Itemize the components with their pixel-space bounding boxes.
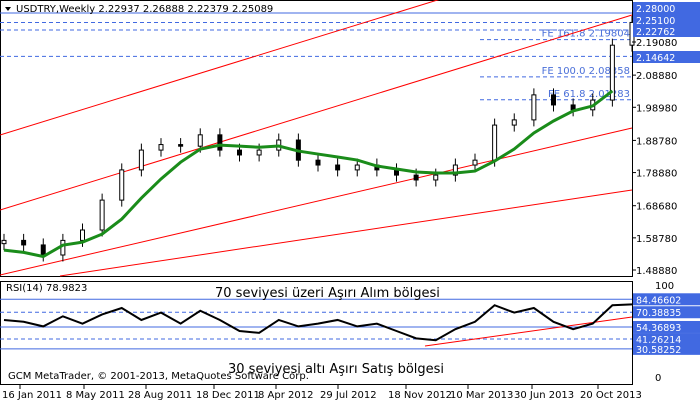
- channel-line: [0, 14, 633, 211]
- candle-body: [511, 119, 517, 126]
- candle-body: [40, 244, 46, 256]
- x-tick-label: 18 Dec 2011: [196, 390, 260, 401]
- rsi-level-label: 54.36893: [636, 323, 681, 334]
- candle-body: [531, 94, 537, 121]
- rsi-trendline: [424, 316, 633, 347]
- y-tick-label: 1.78880: [636, 169, 677, 180]
- rsi-level-label: 30.58252: [636, 345, 681, 356]
- candle-body: [472, 159, 478, 166]
- fibo-label: FE 161.8 2.19804: [542, 29, 630, 40]
- candle-body: [413, 174, 419, 181]
- candle-body: [1, 239, 7, 245]
- rsi-level-box: [633, 320, 700, 333]
- x-tick-label: 30 Jun 2013: [514, 390, 574, 401]
- candle-body: [551, 94, 556, 106]
- x-tick-label: 8 Apr 2012: [258, 390, 313, 401]
- price-label-box: [633, 14, 700, 26]
- candle-body: [237, 149, 242, 156]
- candle-body: [335, 164, 341, 171]
- y-tick-label: 1.58780: [636, 234, 677, 245]
- rsi-panel-frame: [0, 281, 633, 385]
- candle-body: [80, 229, 85, 241]
- fibo-label: FE 100.0 2.08358: [542, 66, 630, 77]
- rsi-line: [3, 303, 633, 342]
- collapse-arrow-icon[interactable]: [5, 7, 11, 11]
- price-label: 2.25100: [636, 16, 675, 27]
- rsi-tick-label: 0: [655, 373, 661, 384]
- y-tick-label: 1.68680: [636, 202, 677, 213]
- symbol-header: USDTRY,Weekly 2.22937 2.26888 2.22379 2.…: [16, 4, 273, 15]
- price-label: 2.22762: [636, 27, 675, 38]
- price-label: 2.28000: [636, 4, 675, 15]
- candle-body: [609, 44, 615, 101]
- price-label: 2.14642: [636, 53, 675, 64]
- y-tick-label: 1.98980: [636, 103, 677, 114]
- x-tick-label: 20 Oct 2013: [580, 390, 642, 401]
- y-tick-label: 1.48880: [636, 266, 677, 277]
- candle-body: [217, 134, 223, 151]
- rsi-tick-label: 100: [655, 281, 674, 292]
- rsi-level-label: 84.46602: [636, 295, 681, 306]
- candle-body: [178, 144, 184, 147]
- overbought-annotation: 70 seviyesi üzeri Aşırı Alım bölgesi: [215, 286, 440, 301]
- moving-average-line: [3, 89, 614, 259]
- x-tick-label: 29 Jul 2012: [320, 390, 377, 401]
- candle-body: [138, 149, 144, 171]
- y-tick-label: 2.19080: [636, 38, 677, 49]
- candle-body: [452, 164, 458, 176]
- channel-line: [0, 127, 633, 276]
- rsi-level-box: [633, 342, 700, 355]
- x-tick-label: 10 Mar 2013: [450, 390, 513, 401]
- copyright: GCM MetaTrader, © 2001-2013, MetaQuotes …: [8, 371, 309, 382]
- rsi-level-box: [633, 306, 700, 319]
- candle-body: [256, 149, 262, 156]
- oversold-annotation: 30 seviyesi altı Aşırı Satış bölgesi: [228, 362, 444, 377]
- candle-body: [158, 144, 164, 151]
- price-label-box: [633, 25, 700, 37]
- rsi-level-label: 70.38835: [636, 308, 681, 319]
- price-label-box: [633, 51, 700, 63]
- channel-line: [59, 189, 633, 277]
- candle-body: [197, 134, 203, 147]
- candle-body: [21, 239, 27, 246]
- rsi-title: RSI(14) 78.9823: [6, 283, 87, 294]
- rsi-level-box: [633, 333, 700, 346]
- candle-body: [354, 164, 360, 171]
- candle-body: [315, 159, 321, 166]
- fibo-label: FE 61.8 2.01283: [548, 89, 630, 100]
- main-panel-frame: [0, 0, 633, 277]
- price-label-box: [633, 2, 700, 14]
- x-tick-label: 18 Nov 2012: [388, 390, 452, 401]
- rsi-level-box: [633, 293, 700, 306]
- x-tick-label: 16 Jan 2011: [2, 390, 62, 401]
- x-tick-label: 8 May 2011: [66, 390, 125, 401]
- candle-body: [119, 169, 125, 201]
- y-tick-label: 2.08880: [636, 71, 677, 82]
- channel-line: [0, 0, 440, 136]
- rsi-level-label: 41.26214: [636, 335, 681, 346]
- y-tick-label: 1.88780: [636, 136, 677, 147]
- x-tick-label: 28 Aug 2011: [128, 390, 192, 401]
- candle-body: [492, 124, 498, 161]
- candle-body: [433, 174, 439, 181]
- candle-body: [99, 199, 105, 231]
